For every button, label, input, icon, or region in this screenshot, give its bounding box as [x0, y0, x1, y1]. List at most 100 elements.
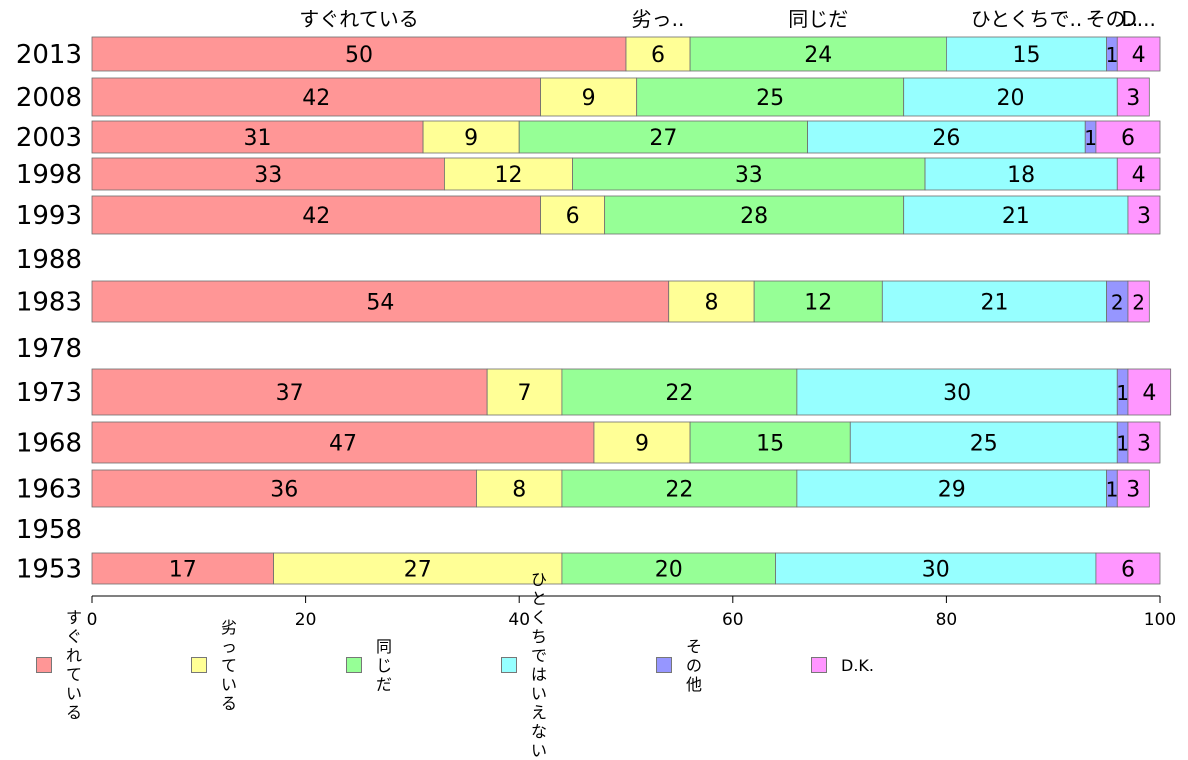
legend-label: 同じだ — [376, 636, 393, 694]
bar-segment — [604, 195, 905, 235]
bar-segment — [91, 368, 488, 416]
data-label: 2 — [1111, 291, 1124, 315]
legend-item-inferior: 劣っている — [191, 618, 237, 713]
data-label: 20 — [996, 86, 1024, 111]
data-label: 12 — [804, 291, 832, 316]
legend-swatch — [501, 657, 517, 673]
bar-segment — [91, 469, 477, 508]
bar-segment — [1127, 368, 1172, 416]
legend-item-superior: すぐれている — [36, 608, 82, 722]
data-label: 50 — [345, 43, 373, 68]
data-label: 17 — [169, 558, 197, 583]
data-label: 15 — [756, 432, 784, 457]
data-label: 25 — [970, 432, 998, 457]
data-label: 1 — [1116, 381, 1129, 405]
data-label: 3 — [1126, 478, 1140, 503]
bar-segment — [91, 421, 595, 464]
legend-label: すぐれている — [66, 608, 83, 722]
data-label: 42 — [302, 86, 330, 111]
data-label: 27 — [649, 126, 677, 151]
legend-swatch — [36, 657, 52, 673]
bar-segment — [1095, 120, 1161, 154]
data-label: 7 — [518, 381, 532, 406]
data-label: 15 — [1013, 43, 1041, 68]
bar-segment — [796, 368, 1118, 416]
legend-swatch — [811, 657, 827, 673]
data-label: 3 — [1137, 204, 1151, 229]
data-label: 18 — [1007, 163, 1035, 188]
bar-segment — [444, 157, 574, 191]
bar-segment — [91, 36, 627, 72]
data-label: 9 — [582, 86, 596, 111]
data-label: 6 — [651, 43, 665, 68]
data-label: 47 — [329, 432, 357, 457]
bar-segment — [561, 552, 776, 585]
x-tick-label: 40 — [508, 610, 530, 630]
data-label: 28 — [740, 204, 768, 229]
data-label: 21 — [1002, 204, 1030, 229]
bar-segment — [91, 120, 424, 154]
y-tick-label: 1968 — [16, 429, 82, 459]
bar-segment — [924, 157, 1118, 191]
data-label: 3 — [1137, 432, 1151, 457]
y-tick-label: 2013 — [16, 40, 82, 70]
data-label: 24 — [804, 43, 832, 68]
bar-segment — [689, 421, 851, 464]
data-label: 37 — [276, 381, 304, 406]
data-label: 8 — [704, 291, 718, 316]
x-tick-label: 100 — [1144, 610, 1176, 630]
data-label: 3 — [1126, 86, 1140, 111]
bar-segment — [1127, 195, 1161, 235]
bar-segment — [486, 368, 563, 416]
data-label: 6 — [1121, 126, 1135, 151]
bar-segment — [796, 469, 1108, 508]
data-label: 6 — [566, 204, 580, 229]
legend-item-same: 同じだ — [346, 637, 392, 694]
legend-item-other: その他 — [656, 637, 702, 694]
bar-segment — [91, 157, 445, 191]
data-label: 31 — [244, 126, 272, 151]
y-tick-label: 1983 — [16, 288, 82, 318]
legend-swatch — [191, 657, 207, 673]
bar-segment — [476, 469, 563, 508]
data-label: 22 — [665, 478, 693, 503]
data-label: 33 — [254, 163, 282, 188]
data-label: 4 — [1132, 163, 1146, 188]
x-tick-label: 20 — [295, 610, 317, 630]
top-column-label: その.. — [1086, 7, 1139, 31]
bar-segment — [561, 368, 798, 416]
bar-segment — [689, 36, 947, 72]
data-label: 9 — [635, 432, 649, 457]
legend-item-cannot-say: ひとくちでは いえない — [501, 570, 547, 760]
legend-label: D.K. — [841, 655, 874, 675]
y-tick-label: 1973 — [16, 378, 82, 408]
data-label: 4 — [1132, 43, 1146, 68]
data-label: 8 — [512, 478, 526, 503]
legend-label: 劣っている — [221, 617, 238, 713]
legend-item-dk: D.K. — [811, 648, 874, 682]
data-label: 27 — [404, 558, 432, 583]
bar-segment — [540, 77, 638, 117]
data-label: 33 — [735, 163, 763, 188]
data-label: 30 — [922, 558, 950, 583]
top-column-label: ひとくちで.. — [971, 7, 1083, 31]
bar-segment — [946, 36, 1108, 72]
legend-swatch — [656, 657, 672, 673]
stacked-bar-chart: すぐれている 劣っ.. 同じだ ひとくちで.. その.. D... 2013 50 6 24 15 1… — [16, 7, 1176, 760]
y-tick-label: 1978 — [16, 334, 82, 364]
y-tick-label: 2003 — [16, 123, 82, 153]
data-label: 1 — [1106, 478, 1119, 502]
bar-segment — [1116, 469, 1150, 508]
data-label: 25 — [756, 86, 784, 111]
bar-segment — [273, 552, 563, 585]
bar-segment — [561, 469, 798, 508]
bar-segment — [881, 280, 1108, 323]
bar-segment — [91, 280, 670, 323]
x-tick-label: 80 — [936, 610, 958, 630]
y-tick-label: 1953 — [16, 555, 82, 585]
data-label: 12 — [495, 163, 523, 188]
data-label: 21 — [980, 291, 1008, 316]
bar-segment — [636, 77, 905, 117]
chart-canvas: すぐれている 劣っ.. 同じだ ひとくちで.. その..D...2013 50 6 24 15 1… — [16, 7, 1176, 630]
data-label: 42 — [302, 204, 330, 229]
